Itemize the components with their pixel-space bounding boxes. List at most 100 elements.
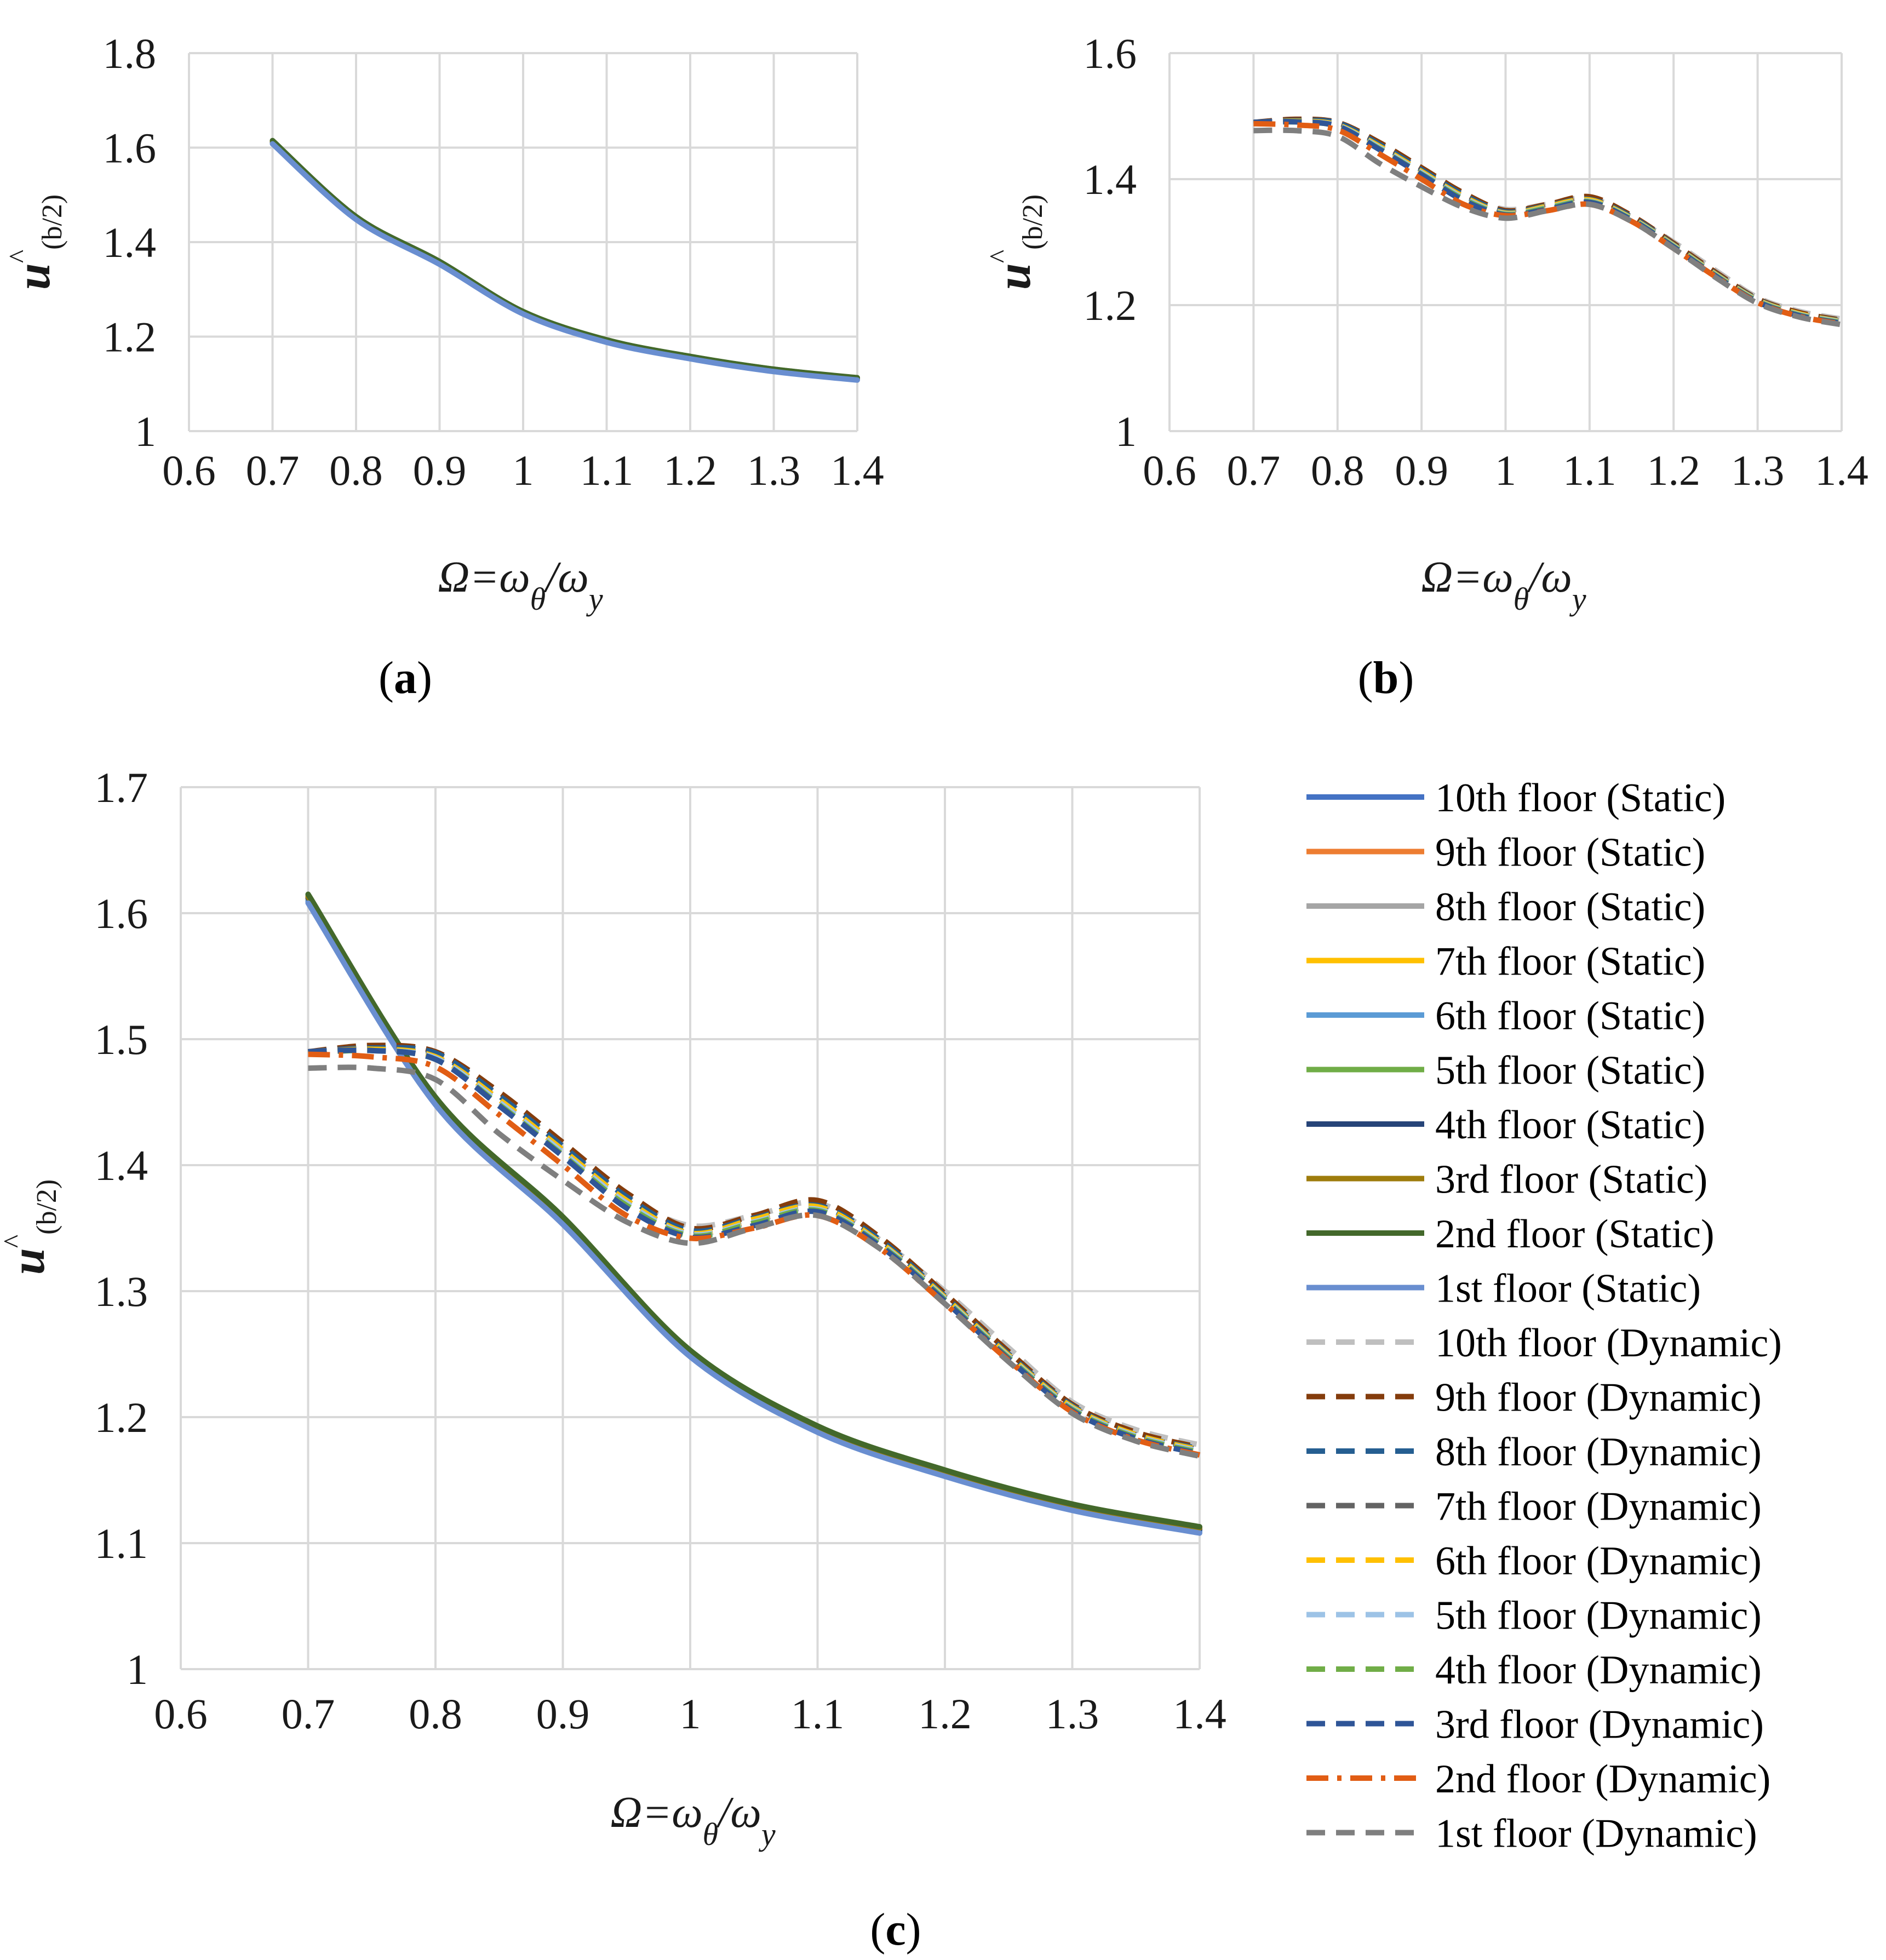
legend-item: 4th floor (Static) (1306, 1103, 1705, 1148)
x-tick-label: 0.8 (329, 446, 383, 494)
series-group (270, 137, 860, 383)
legend-item: 2nd floor (Dynamic) (1306, 1757, 1770, 1802)
panel-label-letter: c (885, 1904, 905, 1955)
x-tick-label: 0.9 (536, 1690, 590, 1738)
x-axis-title-part: /ω (543, 553, 589, 601)
y-axis-title: u^(b/2) (4, 194, 68, 290)
y-axis-title-hat: ^ (0, 1235, 30, 1248)
panel-label: (a) (379, 652, 432, 703)
legend-item: 7th floor (Static) (1306, 939, 1705, 984)
legend-item: 4th floor (Dynamic) (1306, 1648, 1762, 1693)
legend-item: 6th floor (Dynamic) (1306, 1539, 1762, 1584)
series-line (1253, 127, 1842, 328)
legend-label: 5th floor (Static) (1435, 1048, 1705, 1093)
legend-item: 1st floor (Static) (1306, 1266, 1701, 1311)
x-axis-title: Ω=ωθ/ωy (610, 1789, 776, 1852)
x-tick-label: 0.7 (282, 1690, 335, 1738)
y-tick-label: 1.4 (95, 1142, 148, 1189)
legend-item: 10th floor (Dynamic) (1306, 1321, 1782, 1366)
y-tick-label: 1.7 (95, 764, 148, 811)
panel-label-paren: ) (906, 1904, 921, 1955)
x-axis-title-subscript: θ (530, 581, 546, 617)
x-axis-title-subscript: y (586, 581, 603, 617)
legend-label: 8th floor (Static) (1435, 885, 1705, 930)
legend: 10th floor (Static) 9th floor (Static) 8th… (1306, 776, 1782, 1856)
legend-item: 9th floor (Static) (1306, 830, 1705, 875)
chart-panel-b: 1 1.2 1.4 1.6 0.6 0.7 0.8 0.9 1 1.1 1.2 1.3 1.4 Ω=ωθ/… (984, 30, 1868, 703)
x-tick-label: 1.2 (663, 446, 717, 494)
x-tick-label: 0.9 (1395, 446, 1448, 494)
series-line (305, 891, 1202, 1530)
y-axis-title: u^(b/2) (984, 194, 1048, 290)
y-axis-title-text: u^(b/2) (0, 1179, 62, 1275)
series-group (305, 891, 1202, 1536)
legend-label: 1st floor (Dynamic) (1435, 1812, 1757, 1856)
x-tick-label: 0.9 (413, 446, 467, 494)
x-axis-title-part: /ω (716, 1789, 761, 1837)
y-tick-label: 1 (1115, 408, 1137, 455)
legend-label: 8th floor (Dynamic) (1435, 1430, 1762, 1475)
y-tick-label: 1.2 (1084, 282, 1137, 329)
y-axis-title-symbol: u (2, 1248, 55, 1275)
x-axis-title-part: =ω (642, 1789, 702, 1837)
series-line (305, 900, 1202, 1536)
chart-panel-c: 1 1.1 1.2 1.3 1.4 1.5 1.6 1.7 0.6 0.7 0.8 0.9 1 1.1 1.… (0, 764, 1226, 1955)
legend-label: 7th floor (Dynamic) (1435, 1485, 1762, 1529)
panel-label: (b) (1358, 652, 1414, 703)
x-tick-label: 1.1 (1563, 446, 1616, 494)
legend-item: 3rd floor (Static) (1306, 1157, 1707, 1202)
x-tick-label: 1 (513, 446, 534, 494)
legend-label: 4th floor (Dynamic) (1435, 1648, 1762, 1693)
x-axis-title-subscript: θ (703, 1816, 719, 1852)
chart-panel-a: 1 1.2 1.4 1.6 1.8 0.6 0.7 0.8 0.9 1 1.1 1.2 1.3 1.4 Ω=… (4, 30, 884, 703)
y-axis-title-hat: ^ (984, 250, 1016, 263)
legend-label: 1st floor (Static) (1435, 1266, 1701, 1311)
legend-item: 7th floor (Dynamic) (1306, 1485, 1762, 1529)
x-tick-label: 1.4 (1173, 1690, 1226, 1738)
y-tick-label: 1.6 (95, 890, 148, 937)
series-group (1253, 116, 1842, 328)
legend-label: 6th floor (Dynamic) (1435, 1539, 1762, 1584)
legend-item: 8th floor (Static) (1306, 885, 1705, 930)
x-tick-label: 0.8 (1311, 446, 1365, 494)
legend-label: 6th floor (Static) (1435, 994, 1705, 1039)
y-axis-title-subscript: (b/2) (1017, 194, 1048, 250)
panel-label-paren: ) (1398, 652, 1414, 703)
y-axis-title-text: u^(b/2) (4, 194, 68, 290)
x-tick-label: 1.2 (1647, 446, 1701, 494)
x-tick-label: 0.6 (1143, 446, 1196, 494)
x-axis-title: Ω=ωθ/ωy (438, 553, 603, 617)
x-tick-label: 0.6 (154, 1690, 208, 1738)
y-tick-label: 1.5 (95, 1016, 148, 1063)
y-tick-label: 1.6 (103, 124, 157, 172)
x-axis-title-part: Ω (610, 1789, 642, 1837)
y-axis-title-symbol: u (7, 263, 60, 290)
series-line (308, 1051, 1201, 1458)
legend-item: 8th floor (Dynamic) (1306, 1430, 1762, 1475)
x-tick-label: 0.7 (1227, 446, 1281, 494)
legend-label: 3rd floor (Static) (1435, 1157, 1707, 1202)
y-axis-title-text: u^(b/2) (984, 194, 1048, 290)
panel-label-letter: a (394, 652, 417, 703)
series-line (270, 141, 860, 383)
x-tick-label: 1.2 (918, 1690, 972, 1738)
y-tick-label: 1.2 (103, 313, 157, 361)
x-axis-title-subscript: θ (1514, 581, 1529, 617)
legend-label: 10th floor (Dynamic) (1435, 1321, 1782, 1366)
y-tick-label: 1 (127, 1646, 148, 1693)
x-tick-label: 1.4 (1815, 446, 1868, 494)
series-line (308, 1064, 1201, 1459)
x-axis-title-part: /ω (1527, 553, 1572, 601)
legend-item: 1st floor (Dynamic) (1306, 1812, 1757, 1856)
x-axis-title-part: =ω (469, 553, 530, 601)
legend-label: 2nd floor (Dynamic) (1435, 1757, 1770, 1802)
legend-label: 3rd floor (Dynamic) (1435, 1703, 1764, 1747)
x-axis-title-subscript: y (1569, 581, 1586, 617)
x-tick-label: 0.7 (246, 446, 300, 494)
legend-item: 6th floor (Static) (1306, 994, 1705, 1039)
panel-label-paren: ( (870, 1904, 885, 1955)
x-axis-title-part: Ω (438, 553, 469, 601)
y-tick-label: 1.3 (95, 1268, 148, 1315)
legend-label: 2nd floor (Static) (1435, 1212, 1715, 1257)
x-axis-title-part: =ω (1453, 553, 1513, 601)
